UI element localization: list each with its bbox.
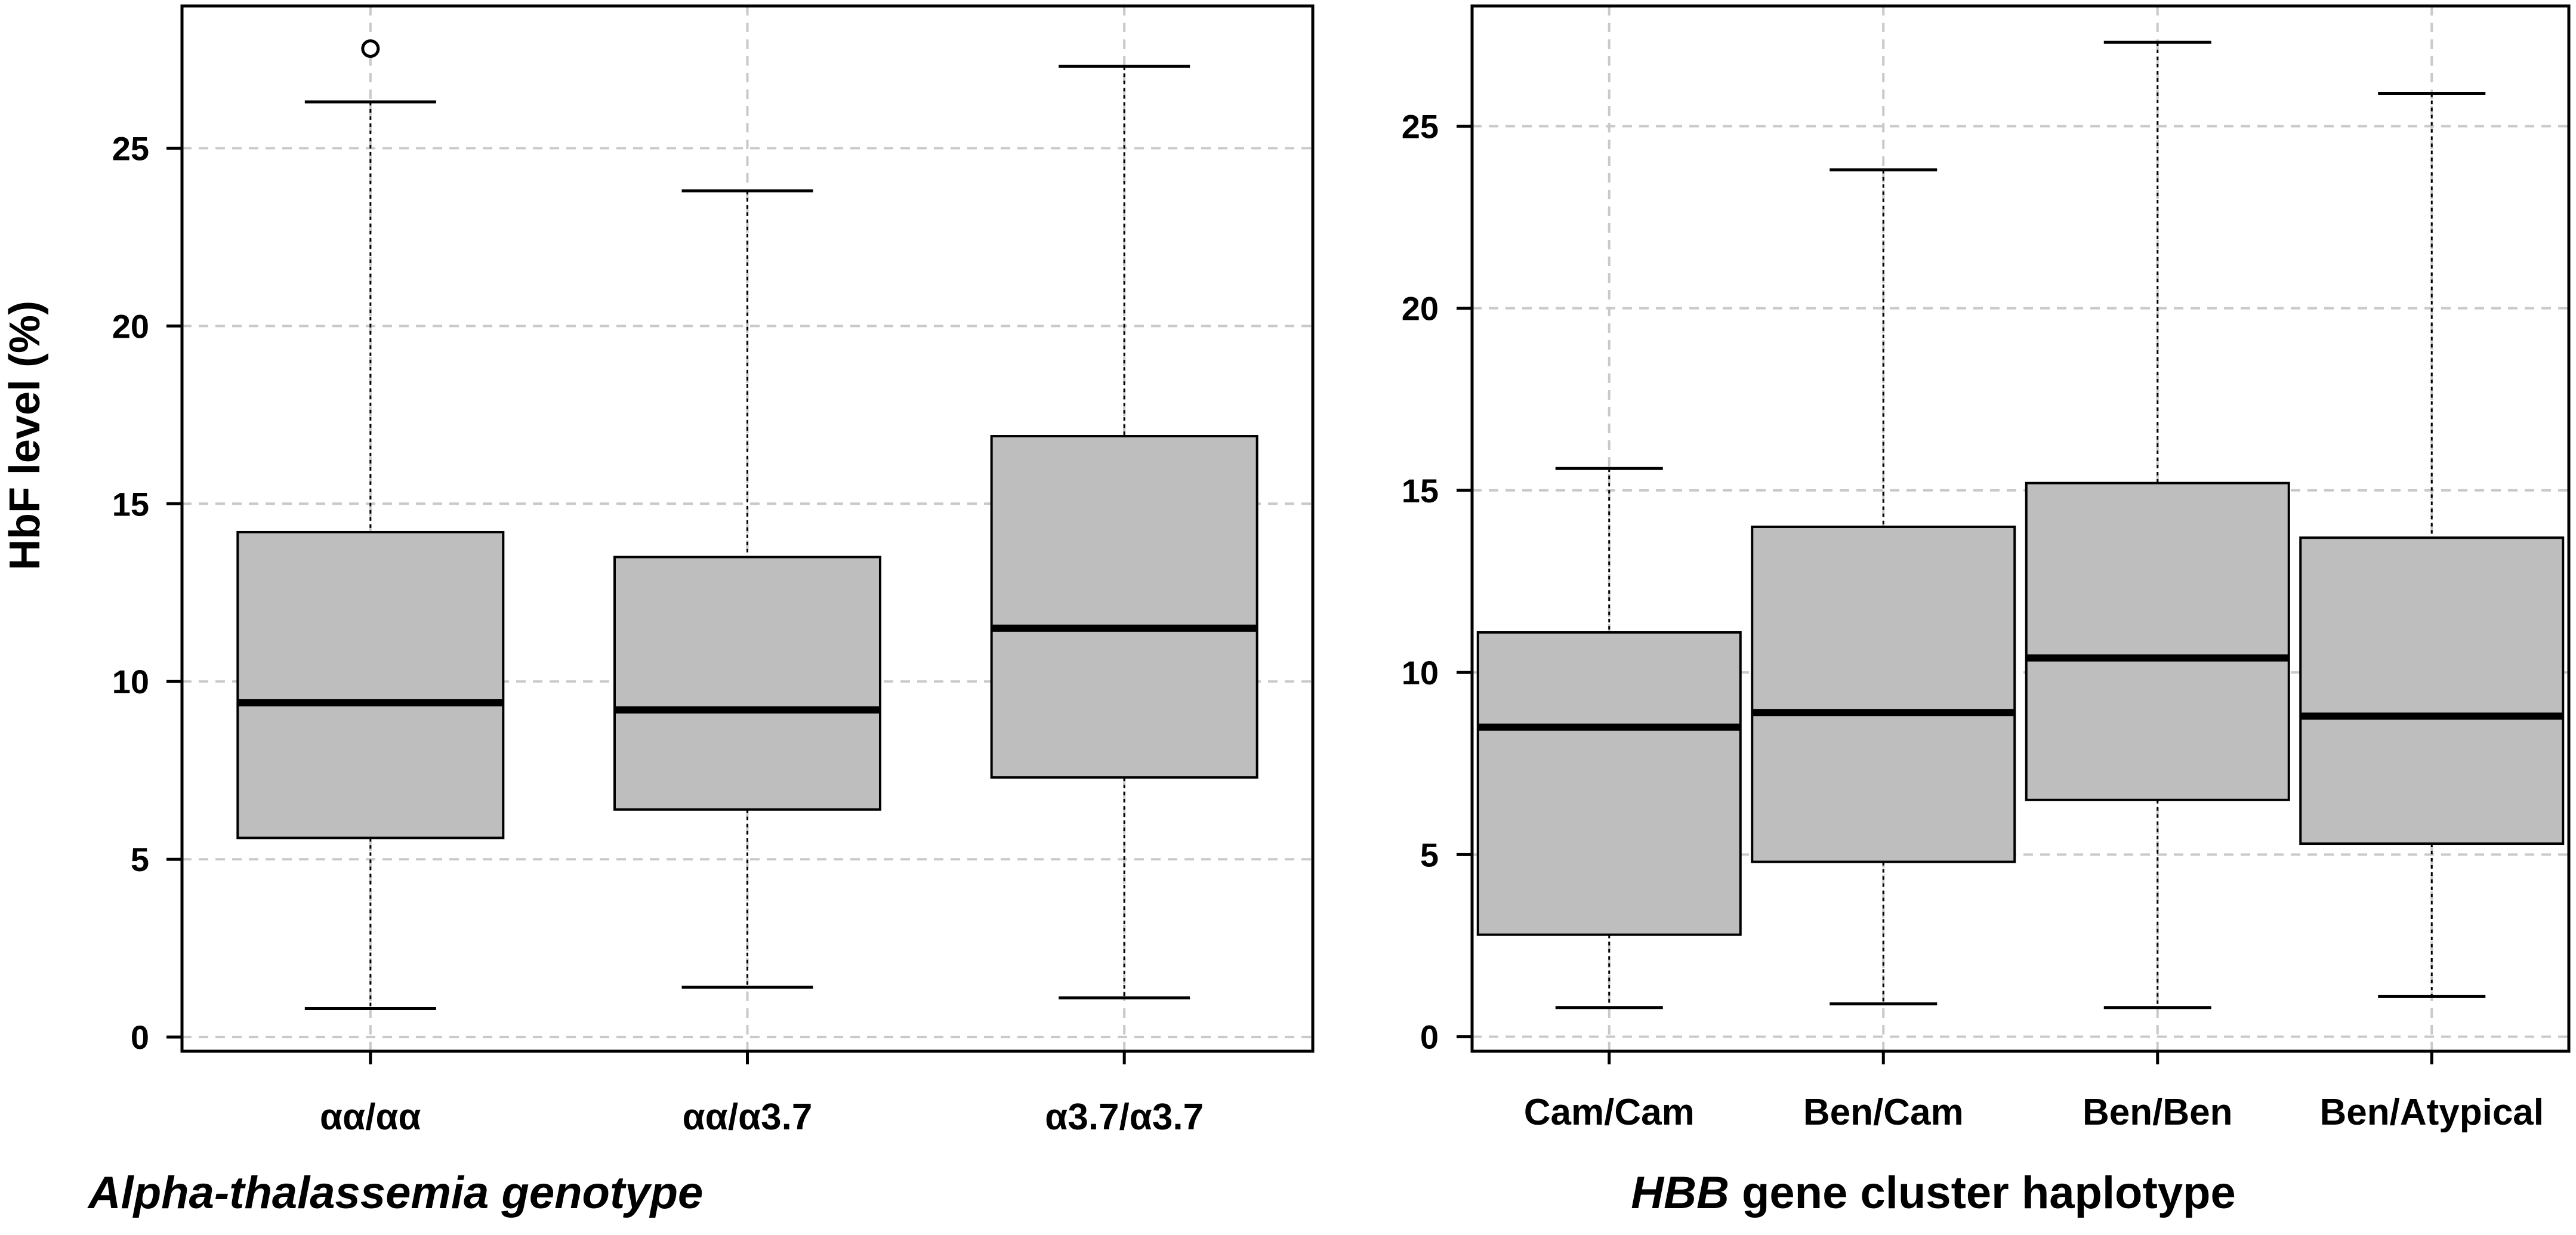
y-tick-label: 0 bbox=[1420, 1018, 1439, 1056]
x-tick-label: Ben/Ben bbox=[2083, 1092, 2232, 1133]
box-iqr bbox=[2299, 536, 2565, 845]
box-iqr bbox=[2025, 481, 2290, 801]
x-axis-label-haplotype: HBB gene cluster haplotype bbox=[1631, 1168, 2236, 1218]
x-tick-label: α3.7/α3.7 bbox=[1045, 1097, 1204, 1138]
y-tick-label: 25 bbox=[112, 129, 149, 167]
outlier-point bbox=[361, 39, 380, 58]
alpha-thalassemia-boxplot-panel: αα/αα αα/α3.7 α3.7/α3.7 0 5 10 15 20 25 bbox=[112, 4, 1315, 1138]
y-tick-label: 0 bbox=[131, 1018, 149, 1056]
y-tick-label: 20 bbox=[112, 307, 149, 345]
y-tick-label: 15 bbox=[1402, 472, 1439, 510]
y-tick-label: 5 bbox=[1420, 836, 1439, 873]
x-tick-label: Ben/Cam bbox=[1803, 1092, 1964, 1133]
x-axis-label-genotype: Alpha-thalassemia genotype bbox=[87, 1168, 704, 1218]
x-axis-label-rest: gene cluster haplotype bbox=[1729, 1168, 2236, 1218]
box-iqr bbox=[613, 555, 881, 811]
hbb-haplotype-boxplot-panel: Cam/Cam Ben/Cam Ben/Ben Ben/Atypical 0 5 10 15 2… bbox=[1402, 4, 2571, 1133]
box-iqr bbox=[1476, 631, 1742, 936]
y-tick-label: 25 bbox=[1402, 107, 1439, 145]
x-axis-label-gene-name: HBB bbox=[1631, 1168, 1729, 1218]
y-tick-label: 15 bbox=[112, 485, 149, 523]
y-axis-label: HbF level (%) bbox=[1, 301, 49, 570]
plot-frame bbox=[1470, 4, 2571, 1053]
plot-frame bbox=[180, 4, 1315, 1053]
x-tick-label: αα/α3.7 bbox=[683, 1097, 813, 1138]
x-tick-label: αα/αα bbox=[320, 1097, 421, 1138]
x-tick-label: Cam/Cam bbox=[1524, 1092, 1695, 1133]
y-tick-label: 10 bbox=[1402, 654, 1439, 691]
x-tick-label: Ben/Atypical bbox=[2319, 1092, 2544, 1133]
y-tick-label: 10 bbox=[112, 663, 149, 700]
box-iqr bbox=[990, 435, 1258, 779]
box-iqr bbox=[1751, 525, 2016, 863]
y-tick-label: 5 bbox=[131, 841, 149, 878]
y-tick-label: 20 bbox=[1402, 290, 1439, 328]
box-iqr bbox=[236, 530, 505, 839]
